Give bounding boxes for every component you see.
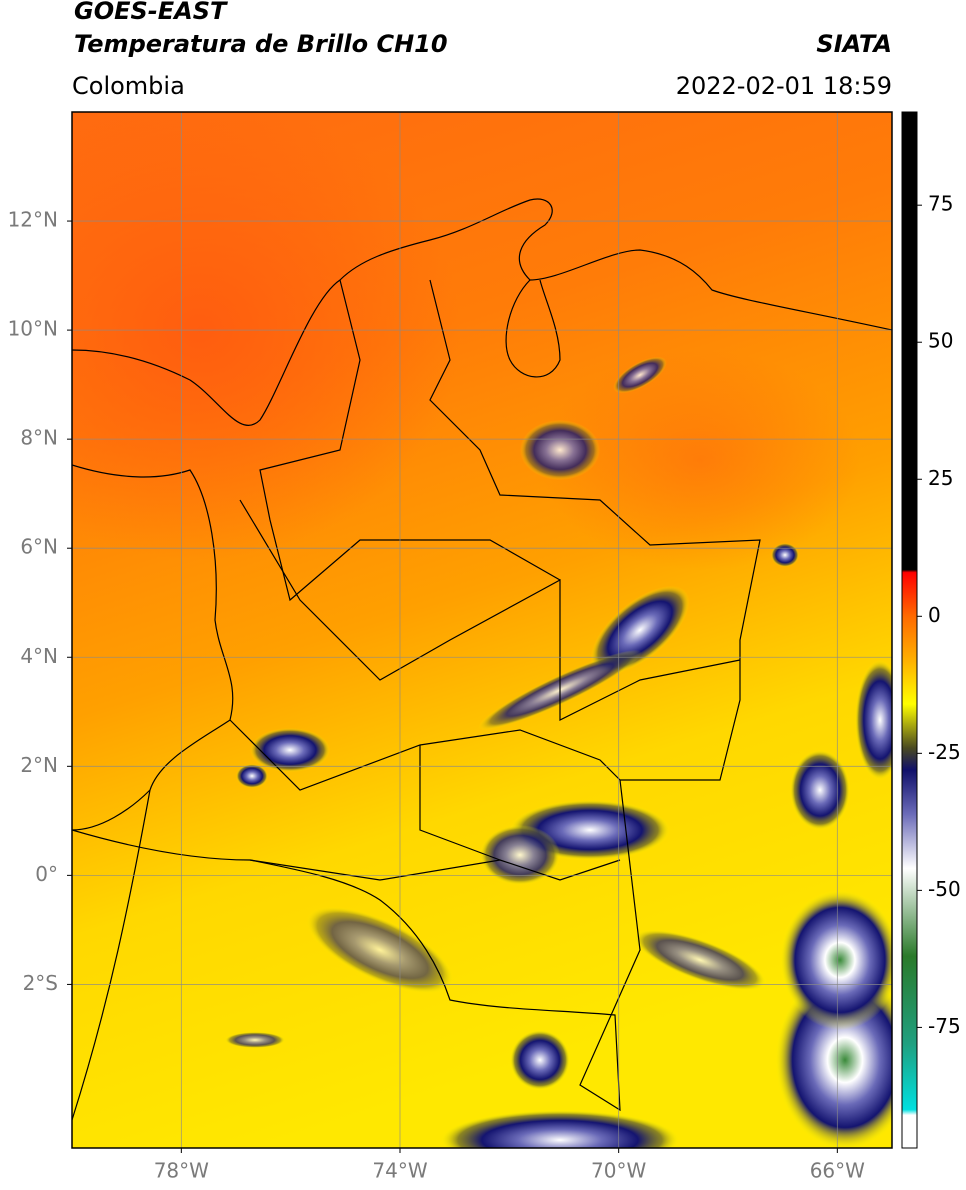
colorbar-tick-label: -75 <box>928 1014 961 1038</box>
colorbar-frame <box>901 111 918 1149</box>
colorbar-tick-label: -50 <box>928 877 961 901</box>
cloud <box>780 890 892 1030</box>
colorbar-tick-label: 50 <box>928 329 953 353</box>
y-tick-label: 6°N <box>20 535 58 559</box>
region: Colombia <box>72 72 185 100</box>
colorbar-tick-label: 0 <box>928 603 941 627</box>
colorbar-tick-label: -25 <box>928 740 961 764</box>
imagery <box>72 112 892 1148</box>
y-tick-label: 4°N <box>20 644 58 668</box>
warm-area <box>540 350 860 570</box>
title: GOES-EAST <box>74 0 228 25</box>
y-tick-label: 8°N <box>20 426 58 450</box>
x-tick-label: 66°W <box>810 1159 865 1183</box>
x-tick-label: 78°W <box>154 1159 209 1183</box>
colorbar: 75 50 25 0 -25 -50 -75 <box>902 112 961 1148</box>
cloud <box>236 764 268 788</box>
cloud <box>480 825 560 885</box>
warm-area <box>72 112 460 560</box>
y-tick-label: 0° <box>35 862 58 886</box>
cloud <box>510 1030 570 1090</box>
subtitle: Temperatura de Brillo CH10 <box>74 30 448 58</box>
cloud <box>440 1110 680 1148</box>
cloud <box>590 585 690 675</box>
department-border <box>259 279 561 602</box>
coastline <box>72 198 892 427</box>
cloud <box>306 906 454 994</box>
national-border <box>72 279 761 1112</box>
y-tick-label: 12°N <box>8 208 58 232</box>
cloud <box>771 543 799 567</box>
lake-maracaibo <box>505 279 561 378</box>
cloud <box>613 356 667 394</box>
cloud <box>225 1032 285 1048</box>
datetime: 2022-02-01 18:59 <box>676 72 892 100</box>
cloud <box>250 728 330 772</box>
y-tick-label: 2°S <box>23 971 58 995</box>
colorbar-tick-label: 25 <box>928 466 953 490</box>
plot-frame <box>71 111 893 1149</box>
source: SIATA <box>816 30 892 58</box>
y-tick-label: 2°N <box>20 753 58 777</box>
cloud <box>633 929 767 991</box>
grid <box>72 112 892 1148</box>
national-border <box>72 789 151 1121</box>
cloud <box>520 420 600 480</box>
colorbar-tick-label: 75 <box>928 192 953 216</box>
department-border <box>229 719 621 791</box>
cloud <box>855 660 892 780</box>
colorbar-scale <box>902 112 917 1148</box>
y-tick-label: 10°N <box>8 317 58 341</box>
cloud <box>790 750 850 830</box>
x-tick-label: 70°W <box>591 1159 646 1183</box>
x-tick-label: 74°W <box>372 1159 427 1183</box>
department-border <box>419 745 501 861</box>
